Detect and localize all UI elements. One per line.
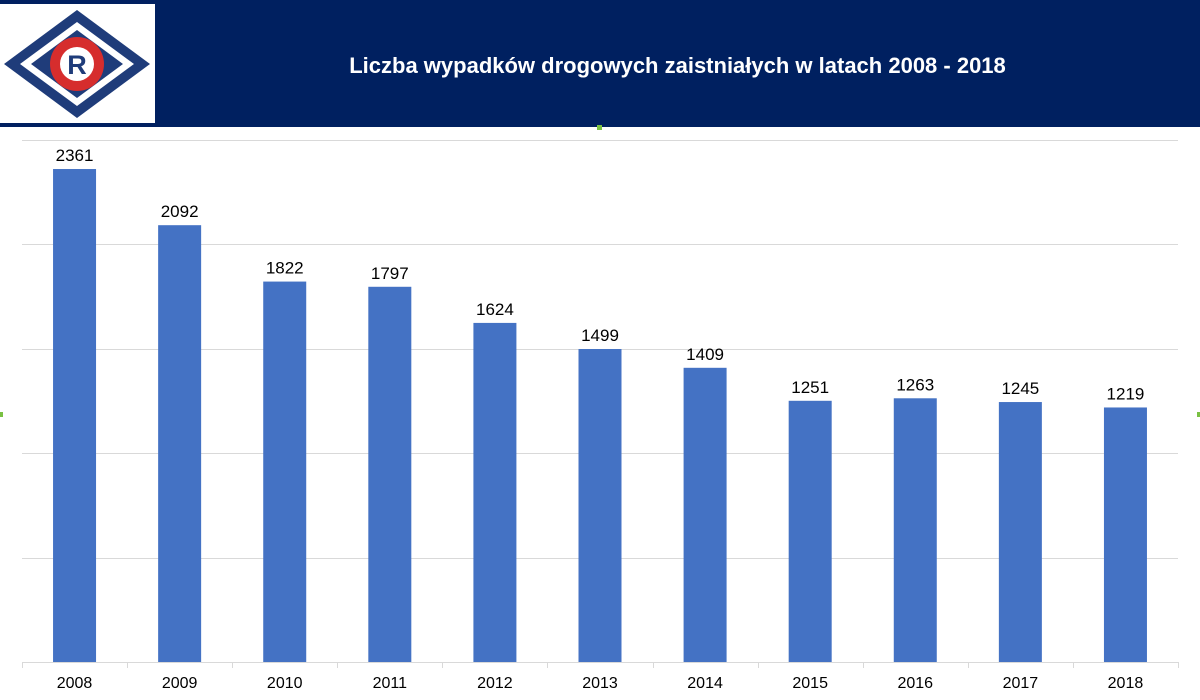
data-label-2017: 1245: [1001, 379, 1039, 398]
data-label-2015: 1251: [791, 378, 829, 397]
selection-handle-top: [597, 125, 602, 130]
road-police-emblem-icon: R: [4, 10, 150, 118]
bar-2011: [368, 286, 412, 662]
data-label-2009: 2092: [161, 202, 199, 221]
x-tick-label-2017: 2017: [1003, 675, 1039, 692]
bar-2012: [473, 322, 517, 662]
bar-2013: [578, 349, 622, 662]
bar-2014: [683, 367, 727, 662]
data-label-2012: 1624: [476, 300, 514, 319]
selection-handle-left: [0, 412, 3, 417]
header-background: [0, 0, 1200, 127]
data-label-2014: 1409: [686, 345, 724, 364]
bar-2017: [998, 402, 1042, 662]
logo: R: [0, 4, 155, 123]
x-tick-label-2015: 2015: [792, 675, 828, 692]
bar-2015: [788, 400, 832, 662]
bar-chart: 2361 2008 2092 2009 1822 2010 1797 2011 1624 2012…: [22, 140, 1179, 692]
x-tick-label-2014: 2014: [687, 675, 723, 692]
x-tick-label-2012: 2012: [477, 675, 513, 692]
data-label-2008: 2361: [56, 146, 94, 165]
bar-2018: [1103, 407, 1147, 662]
data-label-2013: 1499: [581, 326, 619, 345]
bar-2016: [893, 398, 937, 662]
bar-2008: [53, 169, 97, 662]
x-tick-label-2010: 2010: [267, 675, 303, 692]
data-label-2010: 1822: [266, 259, 304, 278]
data-label-2011: 1797: [371, 264, 409, 283]
selection-handle-right: [1197, 412, 1200, 417]
x-tick-label-2016: 2016: [897, 675, 933, 692]
x-tick-label-2011: 2011: [373, 675, 408, 692]
x-tick-label-2018: 2018: [1108, 675, 1144, 692]
bar-2009: [158, 225, 202, 662]
x-tick-label-2013: 2013: [582, 675, 618, 692]
logo-letter: R: [67, 50, 87, 80]
x-tick-label-2009: 2009: [162, 675, 198, 692]
data-label-2018: 1219: [1107, 384, 1145, 403]
x-tick-label-2008: 2008: [57, 675, 93, 692]
chart-title: Liczba wypadków drogowych zaistniałych w…: [349, 53, 1006, 78]
chart-header: R Liczba wypadków drogowych zaistniałych…: [0, 0, 1200, 127]
bar-2010: [263, 281, 307, 662]
data-label-2016: 1263: [896, 375, 934, 394]
